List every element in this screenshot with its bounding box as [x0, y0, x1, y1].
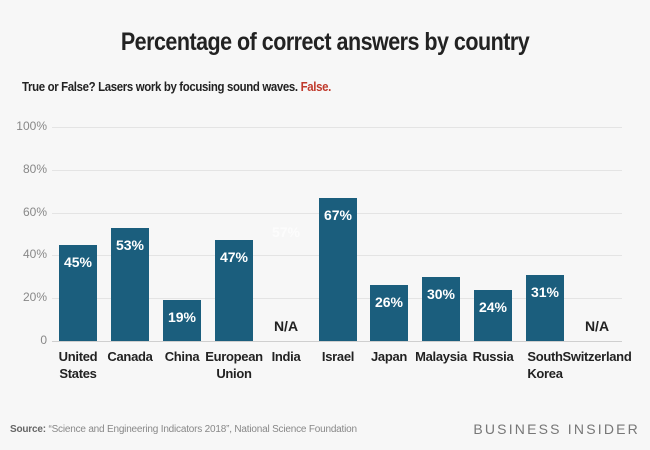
x-label-line1: Malaysia — [415, 349, 467, 364]
bar-value-label: 67% — [323, 207, 353, 223]
answer-text: False. — [300, 79, 332, 94]
y-tick-label: 80% — [22, 162, 47, 176]
gridline — [52, 127, 622, 128]
x-axis-label: South Korea — [505, 348, 585, 382]
x-axis-label: Israel — [298, 348, 378, 365]
x-label-line2: Korea — [527, 366, 563, 381]
bar-european[interactable] — [215, 240, 253, 341]
x-axis-label: Russia — [453, 348, 533, 365]
bar-russia[interactable] — [474, 290, 512, 341]
x-label-line2: Union — [216, 366, 252, 381]
x-axis-label: United States — [38, 348, 118, 382]
x-label-line1: United — [58, 349, 98, 364]
bar-china[interactable] — [163, 300, 201, 341]
bar-united[interactable] — [59, 245, 97, 341]
y-tick-label: 100% — [16, 119, 47, 133]
x-axis-label: Malaysia — [401, 348, 481, 365]
bar-value-label: 26% — [374, 294, 404, 310]
x-axis-baseline — [52, 341, 622, 342]
bar-value-label: 30% — [426, 286, 456, 302]
bar-canada[interactable] — [111, 228, 149, 341]
x-axis-label: India — [246, 348, 326, 365]
x-label-line1: Russia — [472, 349, 514, 364]
bar-malaysia[interactable] — [422, 277, 460, 341]
x-label-line1: European — [205, 349, 263, 364]
ghost-value-label: 57% — [271, 224, 301, 240]
bar-value-label: 24% — [478, 299, 508, 315]
bar-value-label: 45% — [63, 254, 93, 270]
x-label-line1: Switzerland — [562, 349, 632, 364]
x-axis-label: China — [142, 348, 222, 365]
x-label-line1: Canada — [107, 349, 153, 364]
x-label-line2: States — [59, 366, 97, 381]
x-axis-label: Switzerland — [557, 348, 637, 365]
bar-israel[interactable] — [319, 198, 357, 341]
gridline — [52, 170, 622, 171]
source-text: “Science and Engineering Indicators 2018… — [48, 424, 357, 435]
bar-value-label: 53% — [115, 237, 145, 253]
bar-japan[interactable] — [370, 285, 408, 341]
bar-value-label: 31% — [530, 284, 560, 300]
y-tick-label: 0 — [40, 333, 47, 347]
x-label-line1: Japan — [370, 349, 408, 364]
na-label: N/A — [584, 318, 610, 334]
x-label-line1: China — [164, 349, 200, 364]
y-tick-label: 20% — [22, 290, 47, 304]
brand-logo: BUSINESS INSIDER — [473, 421, 640, 437]
x-axis-label: Canada — [90, 348, 170, 365]
chart-subtitle: True or False? Lasers work by focusing s… — [22, 79, 331, 94]
x-axis-label: European Union — [194, 348, 274, 382]
bar-south[interactable] — [526, 275, 564, 341]
x-label-line1: Israel — [321, 349, 355, 364]
x-label-line1: South — [527, 349, 563, 364]
chart-title: Percentage of correct answers by country — [120, 28, 530, 56]
y-tick-label: 40% — [22, 247, 47, 261]
question-text: True or False? Lasers work by focusing s… — [22, 79, 298, 94]
bar-value-label: 47% — [219, 249, 249, 265]
x-label-line1: India — [271, 349, 301, 364]
source-note: Source: “Science and Engineering Indicat… — [10, 424, 357, 435]
x-axis-label: Japan — [349, 348, 429, 365]
source-label: Source: — [10, 424, 46, 435]
bar-value-label: 19% — [167, 309, 197, 325]
na-label: N/A — [273, 318, 299, 334]
y-tick-label: 60% — [22, 205, 47, 219]
